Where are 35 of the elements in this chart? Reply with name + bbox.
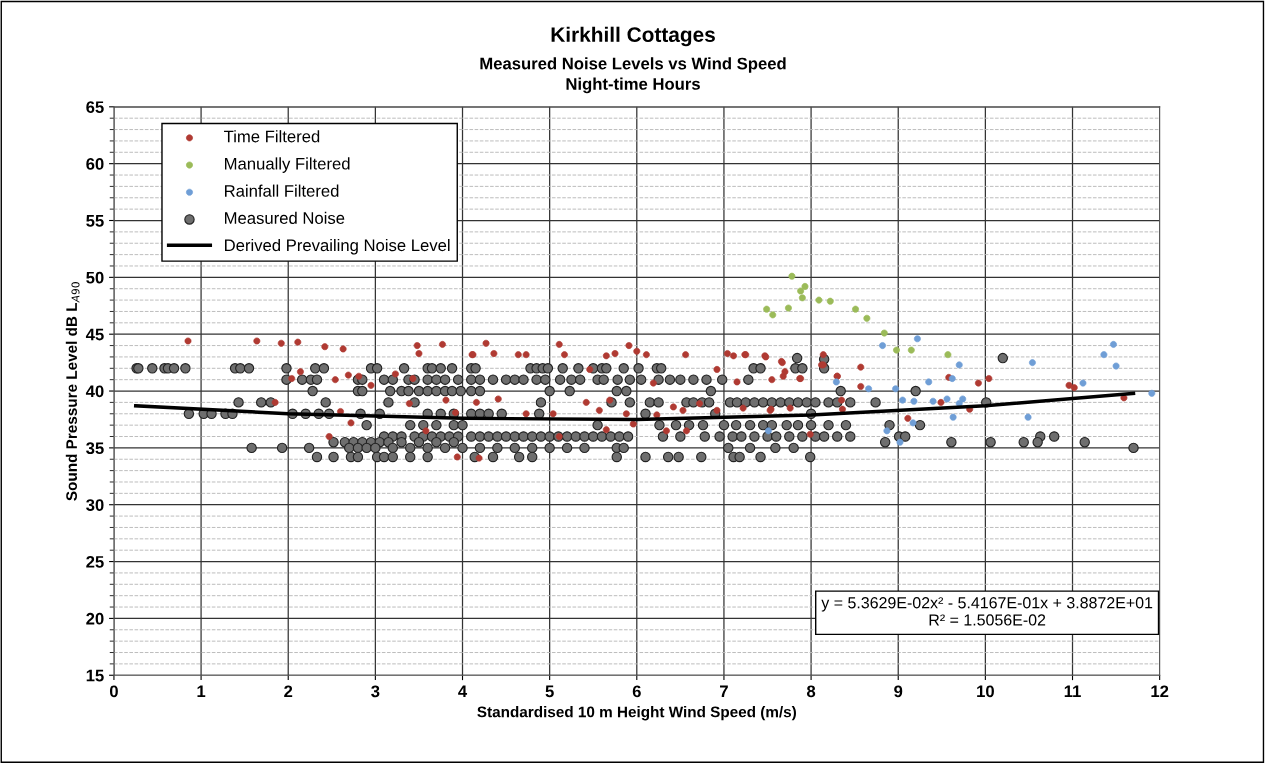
legend-label: Derived Prevailing Noise Level bbox=[225, 238, 450, 255]
x-tick-label: 12 bbox=[1151, 685, 1169, 698]
chart-title: Kirkhill Cottages bbox=[551, 26, 715, 47]
chart-subtitle: Measured Noise Levels vs Wind Speed Night-time Hours bbox=[480, 57, 786, 94]
y-tick-label: 50 bbox=[86, 271, 104, 284]
x-tick-label: 11 bbox=[1064, 685, 1081, 698]
y-tick-label: 65 bbox=[86, 101, 104, 114]
x-tick-label: 9 bbox=[894, 685, 903, 698]
x-tick-label: 0 bbox=[109, 685, 118, 698]
y-tick-label: 35 bbox=[86, 442, 104, 455]
y-tick-label: 15 bbox=[86, 669, 104, 682]
y-tick-label: 40 bbox=[85, 385, 104, 398]
y-tick-label: 55 bbox=[86, 215, 104, 227]
x-tick-label: 3 bbox=[371, 685, 380, 698]
x-tick-label: 8 bbox=[806, 685, 816, 698]
legend-label: Measured Noise bbox=[225, 211, 345, 224]
x-tick-label: 1 bbox=[197, 685, 206, 698]
annotation: y = 5.3629E-02x² - 5.4167E-01x + 3.8872E+01 bbox=[821, 597, 1153, 612]
x-tick-label: 10 bbox=[977, 685, 994, 698]
legend-label: Rainfall Filtered bbox=[225, 184, 339, 197]
x-tick-label: 7 bbox=[720, 685, 728, 698]
x-tick-label: 5 bbox=[545, 685, 554, 698]
x-tick-label: 6 bbox=[632, 685, 641, 698]
legend-label: Manually Filtered bbox=[225, 157, 350, 173]
y-axis-title: Sound Pressure Level dB L$_{A90}$ bbox=[65, 282, 80, 501]
y-tick-label: 45 bbox=[85, 328, 104, 341]
y-tick-label: 20 bbox=[86, 612, 104, 625]
legend-label: Time Filtered bbox=[224, 130, 320, 143]
x-tick-label: 2 bbox=[284, 685, 293, 698]
y-tick-label: 60 bbox=[86, 158, 104, 170]
y-tick-label: 25 bbox=[86, 555, 104, 568]
annotation: R² = 1.5056E-02 bbox=[929, 614, 1046, 626]
x-tick-label: 4 bbox=[458, 685, 468, 698]
x-axis-title: Standardised 10 m Height Wind Speed (m/s) bbox=[477, 706, 796, 721]
y-tick-label: 30 bbox=[86, 499, 104, 511]
